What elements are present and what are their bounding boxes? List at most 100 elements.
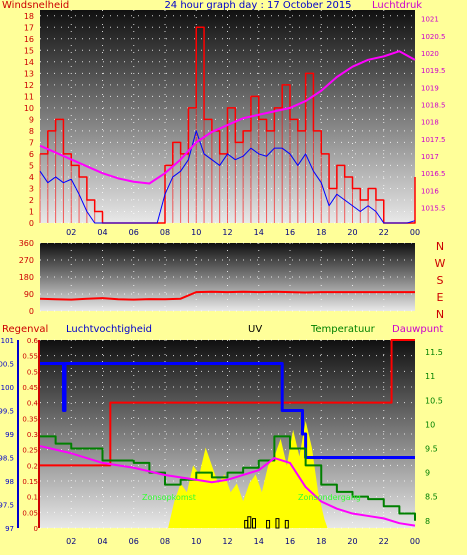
humidity-y-tick-label: 101 bbox=[1, 337, 14, 345]
temperature-y-tick-label: 8.5 bbox=[425, 493, 438, 502]
chart-title: 24 hour graph day : 17 October 2015 bbox=[164, 0, 351, 11]
wind-y-tick-label: 11 bbox=[24, 92, 34, 101]
wind-y-tick-label: 3 bbox=[29, 184, 34, 193]
tick-layer: 0202040406060808101012121414161618182020… bbox=[0, 12, 446, 546]
pressure-y-tick-label: 1020.5 bbox=[421, 33, 446, 41]
rain-y-tick-label: 0.15 bbox=[22, 478, 38, 486]
uv-bar bbox=[275, 518, 280, 529]
wind-y-tick-label: 13 bbox=[24, 69, 34, 78]
x-tick-label-bottom: 14 bbox=[254, 537, 264, 546]
x-tick-label-top: 12 bbox=[222, 228, 232, 237]
uv-bar bbox=[284, 519, 289, 529]
uv-bar bbox=[252, 518, 256, 529]
wind-y-tick-label: 9 bbox=[29, 115, 34, 124]
compass-label: E bbox=[437, 291, 444, 304]
wind-y-tick-label: 12 bbox=[24, 81, 34, 90]
wind-y-tick-label: 7 bbox=[29, 138, 34, 147]
pressure-line bbox=[39, 50, 416, 185]
solar-radiation-area bbox=[168, 420, 328, 528]
temperature-y-tick-label: 10.5 bbox=[425, 396, 443, 405]
x-tick-label-bottom: 06 bbox=[129, 537, 139, 546]
fill-layer bbox=[168, 420, 328, 528]
wind-y-tick-label: 2 bbox=[29, 196, 34, 205]
humidity-y-tick-label: 97.5 bbox=[0, 502, 14, 510]
pressure-y-tick-label: 1019.5 bbox=[421, 67, 446, 75]
compass-label: W bbox=[435, 257, 446, 270]
x-tick-label-bottom: 20 bbox=[347, 537, 357, 546]
pressure-y-tick-label: 1021 bbox=[421, 16, 439, 24]
rain-y-tick-label: 0.35 bbox=[22, 415, 38, 423]
x-tick-label-top: 10 bbox=[191, 228, 201, 237]
wind-y-tick-label: 6 bbox=[29, 150, 34, 159]
rain-y-tick-label: 0.2 bbox=[27, 462, 38, 470]
uv-bar bbox=[247, 516, 252, 529]
x-tick-label-bottom: 04 bbox=[97, 537, 107, 546]
wind-average-line bbox=[39, 130, 416, 224]
temperature-line bbox=[40, 435, 416, 521]
wind-y-tick-label: 17 bbox=[24, 23, 34, 32]
temperature-y-tick-label: 11 bbox=[425, 372, 435, 381]
pressure-y-tick-label: 1018 bbox=[421, 119, 439, 127]
x-tick-label-top: 08 bbox=[160, 228, 170, 237]
x-tick-label-bottom: 10 bbox=[191, 537, 201, 546]
rainfall-line bbox=[40, 339, 415, 467]
wind-y-tick-label: 4 bbox=[29, 173, 34, 182]
direction-y-tick-label: 0 bbox=[29, 307, 34, 316]
wind-direction-line bbox=[39, 290, 415, 301]
temperature-y-tick-label: 11.5 bbox=[425, 348, 443, 357]
compass-label: N bbox=[436, 240, 444, 253]
x-tick-label-top: 02 bbox=[66, 228, 76, 237]
rain-y-tick-label: 0.3 bbox=[27, 431, 38, 439]
wind-y-tick-label: 8 bbox=[29, 127, 34, 136]
compass-label: S bbox=[437, 274, 444, 287]
x-tick-label-bottom: 08 bbox=[160, 537, 170, 546]
x-tick-label-top: 00 bbox=[410, 228, 420, 237]
wind-y-tick-label: 0 bbox=[29, 219, 34, 228]
direction-y-tick-label: 90 bbox=[24, 290, 34, 299]
temperature-y-tick-label: 8 bbox=[425, 517, 430, 526]
wind-y-tick-label: 10 bbox=[24, 104, 34, 113]
x-tick-label-bottom: 02 bbox=[66, 537, 76, 546]
direction-y-tick-label: 270 bbox=[19, 256, 34, 265]
temperature-axis-title: Temperatuur bbox=[310, 324, 376, 335]
line-layer bbox=[17, 26, 416, 529]
x-tick-label-top: 04 bbox=[97, 228, 107, 237]
uv-axis-title: UV bbox=[248, 324, 262, 335]
x-tick-label-top: 06 bbox=[129, 228, 139, 237]
wind-y-tick-label: 14 bbox=[24, 58, 34, 67]
x-tick-label-bottom: 12 bbox=[222, 537, 232, 546]
humidity-y-tick-label: 97 bbox=[5, 525, 14, 533]
rain-y-tick-label: 0.05 bbox=[22, 509, 38, 517]
rain-y-tick-label: 0.25 bbox=[22, 447, 38, 455]
rain-y-tick-label: 0.45 bbox=[22, 384, 38, 392]
wind-y-tick-label: 18 bbox=[24, 12, 34, 21]
x-tick-label-bottom: 18 bbox=[316, 537, 326, 546]
temperature-y-tick-label: 9.5 bbox=[425, 444, 438, 453]
humidity-line bbox=[40, 362, 415, 459]
sunrise-label: Zonsopkomst bbox=[142, 493, 196, 502]
humidity-y-tick-label: 100.5 bbox=[0, 361, 14, 369]
rain-y-tick-label: 0.55 bbox=[22, 353, 38, 361]
wind-axis-title: Windsnelheid bbox=[2, 0, 69, 11]
pressure-y-tick-label: 1015.5 bbox=[421, 205, 446, 213]
x-tick-label-bottom: 22 bbox=[379, 537, 389, 546]
temperature-y-tick-label: 9 bbox=[425, 469, 430, 478]
x-tick-label-bottom: 16 bbox=[285, 537, 295, 546]
wind-y-tick-label: 1 bbox=[29, 207, 34, 216]
pressure-axis-title: Luchtdruk bbox=[372, 0, 422, 11]
pressure-y-tick-label: 1017 bbox=[421, 153, 439, 161]
x-tick-label-top: 18 bbox=[316, 228, 326, 237]
dewpoint-line bbox=[39, 445, 416, 527]
pressure-y-tick-label: 1016.5 bbox=[421, 170, 446, 178]
x-tick-label-top: 14 bbox=[254, 228, 264, 237]
x-tick-label-top: 22 bbox=[379, 228, 389, 237]
rain-y-tick-label: 0.5 bbox=[27, 368, 38, 376]
x-tick-label-top: 16 bbox=[285, 228, 295, 237]
rain-y-tick-label: 0.1 bbox=[27, 494, 38, 502]
wind-y-tick-label: 15 bbox=[24, 46, 34, 55]
rain-y-tick-label: 0 bbox=[34, 525, 38, 533]
dewpoint-axis-title: Dauwpunt bbox=[392, 324, 443, 335]
pressure-y-tick-label: 1016 bbox=[421, 187, 439, 195]
